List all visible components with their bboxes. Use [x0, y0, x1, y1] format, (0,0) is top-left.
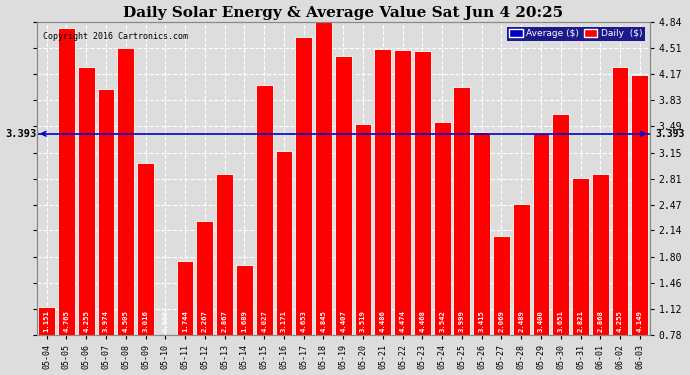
Text: 2.868: 2.868 — [598, 310, 603, 332]
Text: 4.765: 4.765 — [63, 310, 70, 332]
Bar — [434, 122, 451, 375]
Text: 4.474: 4.474 — [400, 310, 406, 332]
Text: 3.999: 3.999 — [459, 310, 465, 332]
Text: 4.505: 4.505 — [123, 310, 129, 332]
Text: 3.519: 3.519 — [360, 310, 366, 332]
Bar — [493, 236, 510, 375]
Bar — [375, 50, 391, 375]
Text: 3.016: 3.016 — [143, 310, 148, 332]
Text: 4.027: 4.027 — [262, 310, 267, 332]
Text: 2.867: 2.867 — [221, 310, 228, 332]
Bar — [631, 75, 648, 375]
Bar — [553, 114, 569, 375]
Text: 1.744: 1.744 — [182, 310, 188, 332]
Text: 4.255: 4.255 — [83, 310, 89, 332]
Bar — [97, 89, 115, 375]
Bar — [236, 265, 253, 375]
Bar — [295, 36, 312, 375]
Text: 3.393: 3.393 — [656, 129, 685, 139]
Text: 1.151: 1.151 — [43, 310, 50, 332]
Title: Daily Solar Energy & Average Value Sat Jun 4 20:25: Daily Solar Energy & Average Value Sat J… — [124, 6, 563, 20]
Bar — [78, 67, 95, 375]
Bar — [513, 204, 530, 375]
Bar — [38, 307, 55, 375]
Text: 4.486: 4.486 — [380, 310, 386, 332]
Bar — [117, 48, 134, 375]
Text: 2.489: 2.489 — [518, 310, 524, 332]
Bar — [256, 85, 273, 375]
Text: 3.415: 3.415 — [479, 310, 484, 332]
Text: 3.974: 3.974 — [103, 310, 109, 332]
Text: 4.407: 4.407 — [340, 310, 346, 332]
Bar — [58, 28, 75, 375]
Bar — [572, 178, 589, 375]
Text: 3.651: 3.651 — [558, 310, 564, 332]
Bar — [177, 261, 193, 375]
Bar — [335, 56, 352, 375]
Bar — [216, 174, 233, 375]
Bar — [414, 51, 431, 375]
Text: 2.267: 2.267 — [202, 310, 208, 332]
Text: 2.069: 2.069 — [498, 310, 504, 332]
Bar — [533, 133, 549, 375]
Text: 4.149: 4.149 — [637, 310, 643, 332]
Bar — [275, 151, 293, 375]
Text: 3.171: 3.171 — [281, 310, 287, 332]
Text: 1.689: 1.689 — [241, 310, 248, 332]
Text: Copyright 2016 Cartronics.com: Copyright 2016 Cartronics.com — [43, 32, 188, 40]
Bar — [592, 174, 609, 375]
Text: 3.393: 3.393 — [6, 129, 37, 139]
Bar — [197, 220, 213, 375]
Text: 4.845: 4.845 — [320, 310, 326, 332]
Bar — [315, 22, 332, 375]
Text: 2.821: 2.821 — [578, 310, 584, 332]
Legend: Average ($), Daily  ($): Average ($), Daily ($) — [506, 27, 645, 41]
Text: 0.000: 0.000 — [162, 310, 168, 332]
Bar — [355, 124, 371, 375]
Bar — [453, 87, 471, 375]
Text: 4.653: 4.653 — [301, 310, 307, 332]
Bar — [137, 163, 154, 375]
Bar — [394, 50, 411, 375]
Bar — [473, 132, 490, 375]
Text: 4.255: 4.255 — [617, 310, 623, 332]
Bar — [611, 67, 629, 375]
Text: 3.400: 3.400 — [538, 310, 544, 332]
Text: 4.468: 4.468 — [420, 310, 425, 332]
Text: 3.542: 3.542 — [439, 310, 445, 332]
